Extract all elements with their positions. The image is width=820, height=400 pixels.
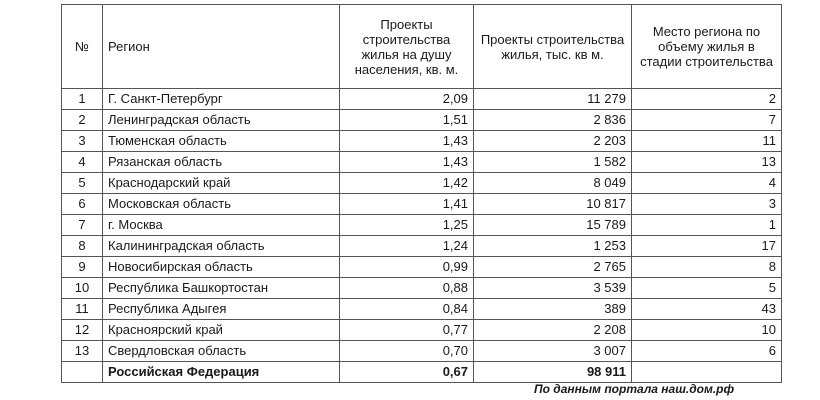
cell-total: 3 007: [473, 340, 632, 362]
table-row: 8 Калининградская область 1,24 1 253 17: [61, 235, 782, 257]
total-cell-per-capita: 0,67: [339, 361, 474, 383]
cell-total: 2 836: [473, 109, 632, 131]
total-cell-region: Российская Федерация: [102, 361, 340, 383]
cell-num: 12: [61, 319, 103, 341]
cell-region: Свердловская область: [102, 340, 340, 362]
cell-region: г. Москва: [102, 214, 340, 236]
table-row: 3 Тюменская область 1,43 2 203 11: [61, 130, 782, 152]
table-row: 10 Республика Башкортостан 0,88 3 539 5: [61, 277, 782, 299]
cell-num: 7: [61, 214, 103, 236]
cell-place: 7: [631, 109, 782, 131]
cell-per-capita: 1,43: [339, 151, 474, 173]
cell-total: 1 253: [473, 235, 632, 257]
cell-num: 1: [61, 88, 103, 110]
cell-place: 10: [631, 319, 782, 341]
cell-per-capita: 1,42: [339, 172, 474, 194]
cell-region: Республика Башкортостан: [102, 277, 340, 299]
table-row: 9 Новосибирская область 0,99 2 765 8: [61, 256, 782, 278]
cell-region: Г. Санкт-Петербург: [102, 88, 340, 110]
cell-num: 6: [61, 193, 103, 215]
cell-total: 10 817: [473, 193, 632, 215]
cell-place: 3: [631, 193, 782, 215]
cell-num: 10: [61, 277, 103, 299]
table-row: 5 Краснодарский край 1,42 8 049 4: [61, 172, 782, 194]
cell-region: Тюменская область: [102, 130, 340, 152]
cell-place: 5: [631, 277, 782, 299]
cell-place: 4: [631, 172, 782, 194]
table-row: 4 Рязанская область 1,43 1 582 13: [61, 151, 782, 173]
cell-num: 8: [61, 235, 103, 257]
cell-per-capita: 0,99: [339, 256, 474, 278]
cell-per-capita: 1,24: [339, 235, 474, 257]
cell-total: 11 279: [473, 88, 632, 110]
table-row: 2 Ленинградская область 1,51 2 836 7: [61, 109, 782, 131]
cell-region: Красноярский край: [102, 319, 340, 341]
table-body: 1 Г. Санкт-Петербург 2,09 11 279 2 2 Ленинград…: [61, 88, 782, 383]
header-num: №: [61, 4, 103, 89]
total-cell-num: [61, 361, 103, 383]
header-per-capita: Проекты строительства жилья на душу насе…: [339, 4, 474, 89]
cell-per-capita: 1,51: [339, 109, 474, 131]
cell-num: 9: [61, 256, 103, 278]
cell-num: 11: [61, 298, 103, 320]
cell-per-capita: 0,84: [339, 298, 474, 320]
header-place: Место региона по объему жилья в стадии с…: [631, 4, 782, 89]
cell-place: 1: [631, 214, 782, 236]
cell-region: Рязанская область: [102, 151, 340, 173]
cell-region: Новосибирская область: [102, 256, 340, 278]
table-row: 12 Красноярский край 0,77 2 208 10: [61, 319, 782, 341]
cell-total: 2 765: [473, 256, 632, 278]
cell-total: 15 789: [473, 214, 632, 236]
cell-num: 3: [61, 130, 103, 152]
cell-per-capita: 0,70: [339, 340, 474, 362]
header-total: Проекты строительства жилья, тыс. кв м.: [473, 4, 632, 89]
total-cell-place: [631, 361, 782, 383]
cell-region: Краснодарский край: [102, 172, 340, 194]
cell-num: 4: [61, 151, 103, 173]
cell-total: 8 049: [473, 172, 632, 194]
cell-region: Республика Адыгея: [102, 298, 340, 320]
cell-num: 13: [61, 340, 103, 362]
cell-per-capita: 0,77: [339, 319, 474, 341]
cell-total: 2 208: [473, 319, 632, 341]
cell-total: 389: [473, 298, 632, 320]
cell-num: 5: [61, 172, 103, 194]
cell-place: 43: [631, 298, 782, 320]
cell-place: 2: [631, 88, 782, 110]
table-row: 11 Республика Адыгея 0,84 389 43: [61, 298, 782, 320]
cell-total: 3 539: [473, 277, 632, 299]
cell-total: 2 203: [473, 130, 632, 152]
table-row: 6 Московская область 1,41 10 817 3: [61, 193, 782, 215]
cell-region: Московская область: [102, 193, 340, 215]
cell-place: 13: [631, 151, 782, 173]
table-row: 7 г. Москва 1,25 15 789 1: [61, 214, 782, 236]
cell-per-capita: 1,43: [339, 130, 474, 152]
table-row: 13 Свердловская область 0,70 3 007 6: [61, 340, 782, 362]
cell-per-capita: 0,88: [339, 277, 474, 299]
source-note: По данным портала наш.дом.рф: [534, 382, 735, 396]
cell-per-capita: 2,09: [339, 88, 474, 110]
cell-region: Калининградская область: [102, 235, 340, 257]
header-region: Регион: [102, 4, 340, 89]
cell-total: 1 582: [473, 151, 632, 173]
table-row: 1 Г. Санкт-Петербург 2,09 11 279 2: [61, 88, 782, 110]
cell-place: 6: [631, 340, 782, 362]
housing-table: № Регион Проекты строительства жилья на …: [61, 4, 782, 383]
cell-per-capita: 1,25: [339, 214, 474, 236]
header-row: № Регион Проекты строительства жилья на …: [61, 4, 782, 89]
cell-num: 2: [61, 109, 103, 131]
cell-place: 11: [631, 130, 782, 152]
cell-place: 8: [631, 256, 782, 278]
cell-per-capita: 1,41: [339, 193, 474, 215]
cell-region: Ленинградская область: [102, 109, 340, 131]
total-cell-total: 98 911: [473, 361, 632, 383]
total-row: Российская Федерация 0,67 98 911: [61, 361, 782, 383]
cell-place: 17: [631, 235, 782, 257]
